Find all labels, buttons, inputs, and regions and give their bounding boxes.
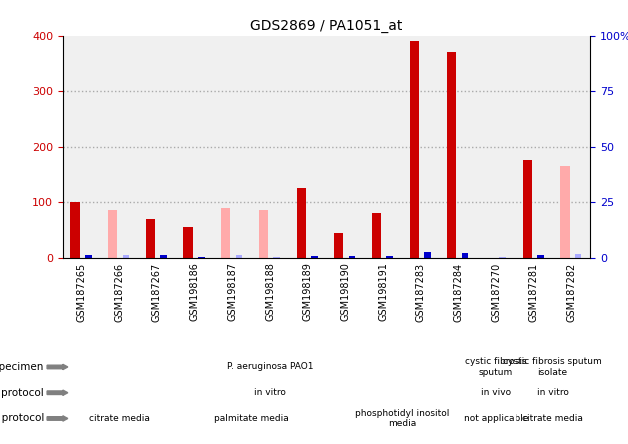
Text: specimen: specimen (0, 362, 44, 372)
Text: in vitro: in vitro (537, 388, 568, 397)
Bar (108, 210, 117, 258)
Bar (85, 255, 92, 258)
Bar (424, 252, 431, 258)
Bar (221, 208, 230, 258)
Text: cystic fibrosis sputum
isolate: cystic fibrosis sputum isolate (503, 357, 602, 377)
Bar (522, 160, 532, 258)
Bar (273, 257, 280, 258)
Bar (560, 166, 570, 258)
Bar (198, 257, 205, 258)
Text: palmitate media: palmitate media (214, 414, 289, 423)
Bar (146, 219, 155, 258)
Bar (447, 52, 457, 258)
Bar (259, 210, 268, 258)
Bar (409, 41, 419, 258)
Text: growth protocol: growth protocol (0, 413, 44, 424)
Bar (462, 253, 468, 258)
Bar (575, 254, 582, 258)
Bar (537, 255, 544, 258)
Bar (296, 188, 306, 258)
Bar (122, 255, 129, 258)
Text: P. aeruginosa PAO1: P. aeruginosa PAO1 (227, 362, 313, 372)
Bar (386, 256, 393, 258)
Text: cystic fibrosis
sputum: cystic fibrosis sputum (465, 357, 527, 377)
Bar (160, 255, 167, 258)
Text: citrate media: citrate media (89, 414, 149, 423)
Bar (70, 202, 80, 258)
Bar (311, 256, 318, 258)
Text: protocol: protocol (1, 388, 44, 398)
Bar (334, 233, 344, 258)
Text: in vivo: in vivo (481, 388, 511, 397)
Bar (349, 256, 355, 258)
Title: GDS2869 / PA1051_at: GDS2869 / PA1051_at (251, 19, 403, 33)
Bar (236, 255, 242, 258)
Bar (183, 227, 193, 258)
Text: phosphotidyl inositol
media: phosphotidyl inositol media (355, 409, 449, 428)
Text: citrate media: citrate media (522, 414, 583, 423)
Bar (372, 213, 381, 258)
Text: not applicable: not applicable (464, 414, 528, 423)
Text: in vitro: in vitro (254, 388, 286, 397)
